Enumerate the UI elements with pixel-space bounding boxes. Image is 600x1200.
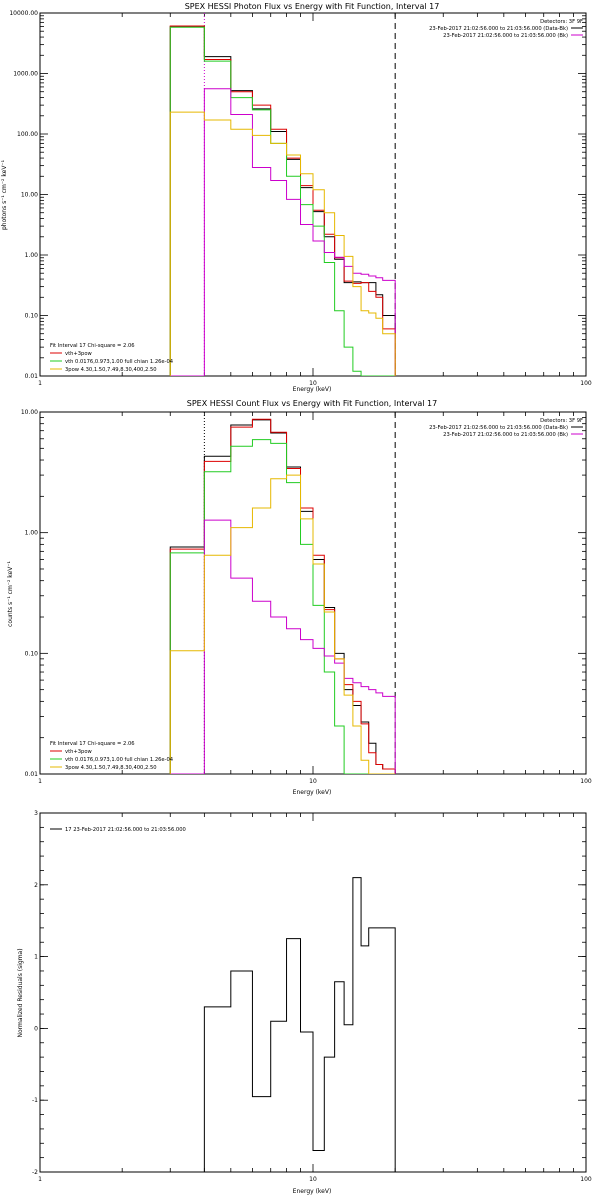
y-tick-label: 3 — [34, 810, 38, 817]
legend-entry: vth+3pow — [65, 749, 93, 755]
legend-entry: vth 0.0176,0.973,1.00 full chian 1.26e-0… — [65, 757, 174, 763]
legend-entry: 17 23-Feb-2017 21:02:56.000 to 21:03:56.… — [65, 827, 186, 833]
legend-entry: vth 0.0176,0.973,1.00 full chian 1.26e-0… — [65, 359, 174, 365]
series-line-red — [169, 25, 396, 376]
legend-entry: Detectors: 3F 9F — [540, 19, 583, 25]
series-group — [169, 25, 396, 376]
y-tick-label: 10000.00 — [9, 10, 38, 17]
y-tick-label: 100.00 — [17, 131, 38, 138]
y-tick-label: 0.10 — [25, 650, 39, 657]
y-tick-label: 0.10 — [25, 313, 39, 320]
panel-title: SPEX HESSI Count Flux vs Energy with Fit… — [187, 399, 438, 408]
y-tick-label: 1.00 — [25, 530, 39, 537]
y-tick-label: 0.01 — [25, 771, 39, 778]
legend-entry: 23-Feb-2017 21:02:56.000 to 21:03:56.000… — [429, 26, 568, 32]
x-tick-label: 10 — [309, 778, 317, 785]
photon-flux-panel: SPEX HESSI Photon Flux vs Energy with Fi… — [1, 2, 592, 393]
y-tick-label: 2 — [34, 882, 38, 889]
legend-entry: 23-Feb-2017 21:02:56.000 to 21:03:56.000… — [443, 432, 568, 438]
x-tick-label: 1 — [38, 778, 42, 785]
legend-entry: 23-Feb-2017 21:02:56.000 to 21:03:56.000… — [429, 425, 568, 431]
x-tick-label: 10 — [309, 1176, 317, 1183]
y-tick-label: 1.00 — [25, 252, 39, 259]
x-tick-label: 100 — [580, 778, 592, 785]
x-tick-label: 1 — [38, 380, 42, 387]
legend-entry: 3pow 4.30,1.50,7.49,8.30,400,2.50 — [65, 765, 157, 771]
x-tick-label: 100 — [580, 380, 592, 387]
residuals-panel: Energy (keV) Normalized Residuals (sigma… — [17, 810, 592, 1195]
series-group — [169, 418, 396, 774]
series-line-yellow — [169, 111, 396, 376]
legend-entry: Detectors: 3F 9F — [540, 418, 583, 424]
y-tick-label: 10.00 — [21, 192, 38, 199]
y-tick-label: -2 — [32, 1169, 38, 1176]
panel-title: SPEX HESSI Photon Flux vs Energy with Fi… — [185, 2, 440, 11]
legend-entry: 3pow 4.30,1.50,7.49,8.30,400,2.50 — [65, 367, 157, 373]
x-tick-label: 100 — [580, 1176, 592, 1183]
x-axis-label: Energy (keV) — [293, 789, 332, 796]
x-axis-label: Energy (keV) — [293, 1188, 332, 1195]
x-tick-label: 1 — [38, 1176, 42, 1183]
y-tick-label: 1000.00 — [13, 71, 38, 78]
legend-entry: 23-Feb-2017 21:02:56.000 to 21:03:56.000… — [443, 33, 568, 39]
series-line-green — [169, 439, 396, 774]
legend-entry: vth+3pow — [65, 351, 93, 357]
y-tick-label: 1 — [34, 954, 38, 961]
y-axis-label: counts s⁻¹ cm⁻² keV⁻¹ — [7, 561, 14, 627]
x-tick-label: 10 — [309, 380, 317, 387]
y-axis-label: Normalized Residuals (sigma) — [17, 948, 24, 1037]
series-line-black — [203, 877, 396, 1172]
y-tick-label: -1 — [32, 1097, 38, 1104]
y-tick-label: 10.00 — [21, 409, 38, 416]
count-flux-panel: SPEX HESSI Count Flux vs Energy with Fit… — [7, 399, 592, 796]
legend-entry: Fit Interval 17 Chi-square = 2.06 — [50, 741, 135, 747]
y-tick-label: 0.01 — [25, 373, 39, 380]
series-group — [203, 877, 396, 1172]
series-line-magenta — [170, 519, 396, 774]
x-axis-label: Energy (keV) — [293, 386, 332, 393]
legend-entry: Fit Interval 17 Chi-square = 2.06 — [50, 343, 135, 349]
y-tick-label: 0 — [34, 1025, 38, 1032]
series-line-yellow — [169, 474, 396, 774]
y-axis-label: photons s⁻¹ cm⁻² keV⁻¹ — [1, 159, 8, 230]
